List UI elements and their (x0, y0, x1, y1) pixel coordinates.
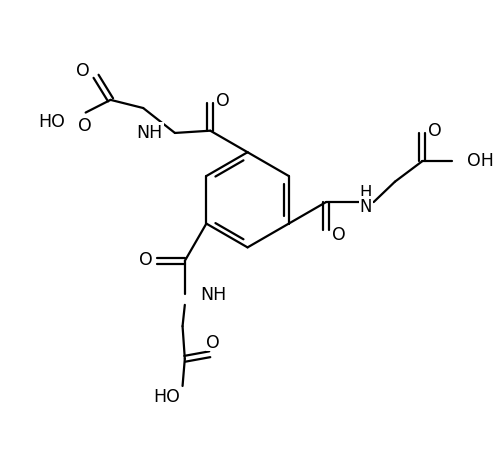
Text: O: O (216, 92, 230, 110)
Text: O: O (139, 250, 152, 268)
Text: OH: OH (468, 152, 495, 170)
Text: NH: NH (136, 124, 163, 142)
Text: O: O (207, 333, 220, 351)
Text: N: N (360, 197, 372, 215)
Text: H: H (360, 184, 372, 202)
Text: O: O (76, 61, 90, 79)
Text: O: O (78, 117, 92, 135)
Text: NH: NH (201, 285, 227, 303)
Text: HO: HO (38, 112, 65, 131)
Text: HO: HO (153, 387, 180, 405)
Text: O: O (428, 121, 442, 139)
Text: O: O (332, 225, 346, 243)
